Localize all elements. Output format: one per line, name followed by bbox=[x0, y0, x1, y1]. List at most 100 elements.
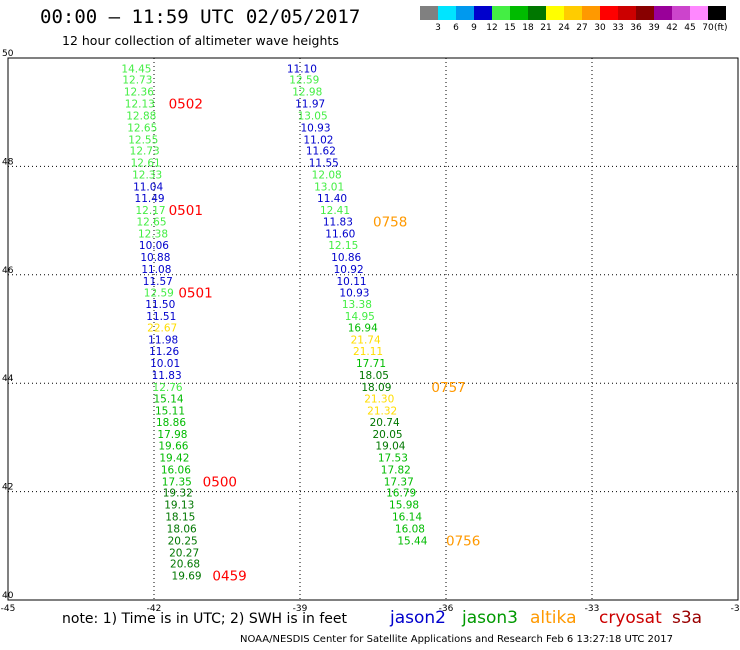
pass-time-label: 0757 bbox=[431, 380, 465, 396]
wave-height-value: 19.66 bbox=[158, 441, 188, 453]
scale-label: 45 bbox=[684, 23, 696, 33]
wave-height-value: 11.40 bbox=[317, 193, 347, 205]
wave-height-value: 20.68 bbox=[170, 559, 200, 571]
wave-height-value: 15.98 bbox=[389, 500, 419, 512]
scale-label: 9 bbox=[471, 23, 477, 33]
y-tick-label: 50 bbox=[2, 49, 14, 59]
scale-label: 21 bbox=[540, 23, 552, 33]
plot-frame bbox=[7, 57, 739, 601]
wave-height-value: 13.05 bbox=[298, 110, 328, 122]
scale-swatch bbox=[528, 6, 546, 20]
wave-height-value: 11.57 bbox=[143, 276, 173, 288]
scale-label: 70 bbox=[702, 23, 714, 33]
y-tick-label: 44 bbox=[2, 374, 14, 384]
wave-height-value: 12.38 bbox=[138, 229, 168, 241]
pass-time-label: 0756 bbox=[446, 533, 480, 549]
x-tick-label: -45 bbox=[1, 604, 16, 614]
wave-height-value: 17.82 bbox=[381, 464, 411, 476]
x-tick-label: -30 bbox=[731, 604, 740, 614]
wave-height-value: 16.08 bbox=[395, 523, 425, 535]
scale-label: 3 bbox=[435, 23, 441, 33]
wave-height-value: 11.97 bbox=[295, 99, 325, 111]
wave-height-value: 21.30 bbox=[364, 393, 394, 405]
scale-swatch bbox=[438, 6, 456, 20]
credit-line: NOAA/NESDIS Center for Satellite Applica… bbox=[240, 634, 673, 645]
wave-height-value: 12.13 bbox=[125, 99, 155, 111]
wave-height-value: 10.11 bbox=[337, 276, 367, 288]
wave-height-value: 19.32 bbox=[163, 488, 193, 500]
scale-swatch bbox=[582, 6, 600, 20]
pass-time-label: 0459 bbox=[212, 569, 246, 585]
wave-height-value: 11.26 bbox=[149, 346, 179, 358]
wave-height-value: 10.93 bbox=[339, 288, 369, 300]
wave-height-value: 11.83 bbox=[152, 370, 182, 382]
scale-label: 39 bbox=[648, 23, 660, 33]
wave-height-value: 19.42 bbox=[159, 452, 189, 464]
scale-label: 18 bbox=[522, 23, 534, 33]
wave-height-value: 21.74 bbox=[351, 334, 381, 346]
satellite-jason3: jason3 bbox=[462, 608, 518, 628]
wave-height-value: 11.10 bbox=[287, 63, 317, 75]
scale-label: 36 bbox=[630, 23, 642, 33]
wave-height-value: 20.74 bbox=[370, 417, 400, 429]
wave-height-value: 12.33 bbox=[132, 170, 162, 182]
wave-height-value: 18.05 bbox=[359, 370, 389, 382]
wave-height-value: 17.37 bbox=[384, 476, 414, 488]
wave-height-value: 11.04 bbox=[133, 181, 163, 193]
pass-time-label: 0501 bbox=[178, 286, 212, 302]
wave-height-value: 15.11 bbox=[155, 405, 185, 417]
wave-height-value: 12.59 bbox=[144, 288, 174, 300]
wave-height-value: 17.53 bbox=[378, 452, 408, 464]
wave-height-value: 19.04 bbox=[375, 441, 405, 453]
wave-height-value: 16.14 bbox=[392, 512, 422, 524]
wave-height-value: 11.02 bbox=[303, 134, 333, 146]
wave-height-value: 11.62 bbox=[306, 146, 336, 158]
satellite-s3a: s3a bbox=[672, 608, 703, 628]
wave-height-value: 10.92 bbox=[334, 264, 364, 276]
y-tick-label: 46 bbox=[2, 266, 14, 276]
wave-height-value: 14.95 bbox=[345, 311, 375, 323]
scale-label: 6 bbox=[453, 23, 459, 33]
wave-height-value: 12.59 bbox=[289, 75, 319, 87]
scale-swatch bbox=[456, 6, 474, 20]
wave-height-value: 12.17 bbox=[136, 205, 166, 217]
wave-height-value: 12.76 bbox=[153, 382, 183, 394]
wave-height-value: 11.55 bbox=[309, 158, 339, 170]
wave-height-value: 18.86 bbox=[156, 417, 186, 429]
wave-height-value: 11.08 bbox=[141, 264, 171, 276]
satellite-jason2: jason2 bbox=[390, 608, 446, 628]
wave-height-value: 11.49 bbox=[135, 193, 165, 205]
x-tick-label: -39 bbox=[293, 604, 308, 614]
satellite-altika: altika bbox=[530, 608, 577, 628]
wave-height-value: 12.73 bbox=[122, 75, 152, 87]
scale-swatch bbox=[564, 6, 582, 20]
scale-label: 33 bbox=[612, 23, 624, 33]
wave-height-value: 17.35 bbox=[162, 476, 192, 488]
wave-height-value: 16.06 bbox=[161, 464, 191, 476]
wave-height-value: 11.50 bbox=[145, 299, 175, 311]
wave-height-value: 22.67 bbox=[147, 322, 177, 334]
scale-swatch bbox=[546, 6, 564, 20]
wave-height-value: 12.61 bbox=[131, 158, 161, 170]
wave-height-value: 15.14 bbox=[154, 393, 184, 405]
x-tick-label: -33 bbox=[585, 604, 600, 614]
scale-swatch bbox=[654, 6, 672, 20]
scale-swatch bbox=[618, 6, 636, 20]
wave-height-value: 12.88 bbox=[126, 110, 156, 122]
wave-height-value: 10.01 bbox=[150, 358, 180, 370]
wave-height-value: 20.05 bbox=[373, 429, 403, 441]
scale-swatch bbox=[510, 6, 528, 20]
wave-height-value: 18.15 bbox=[165, 512, 195, 524]
wave-height-value: 15.44 bbox=[397, 535, 427, 547]
wave-height-value: 17.98 bbox=[157, 429, 187, 441]
y-tick-label: 40 bbox=[2, 591, 14, 601]
wave-height-value: 10.88 bbox=[140, 252, 170, 264]
wave-height-value: 12.41 bbox=[320, 205, 350, 217]
pass-time-label: 0502 bbox=[169, 97, 203, 113]
wave-height-value: 13.01 bbox=[314, 181, 344, 193]
wave-height-value: 10.86 bbox=[331, 252, 361, 264]
scale-swatch bbox=[672, 6, 690, 20]
page-title: 00:00 — 11:59 UTC 02/05/2017 bbox=[40, 6, 361, 28]
wave-height-value: 17.71 bbox=[356, 358, 386, 370]
